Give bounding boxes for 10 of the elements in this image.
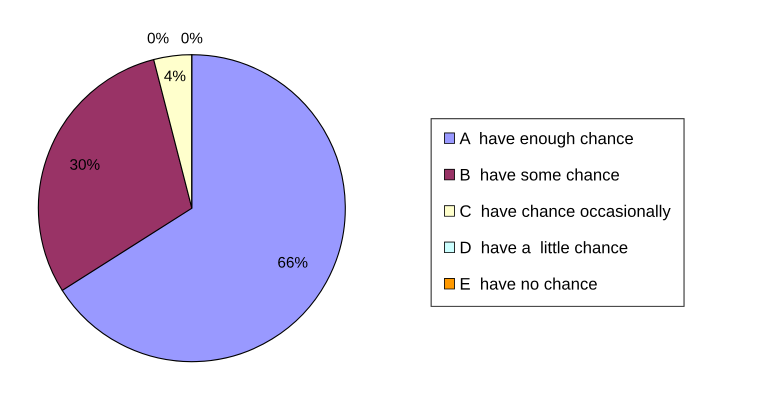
legend-label: D have a little chance [460, 241, 628, 254]
legend-label: E have no chance [460, 278, 597, 290]
data-label: 4% [164, 70, 186, 82]
legend-label: C have chance occasionally [460, 204, 671, 220]
legend-label: A have enough chance [460, 132, 633, 148]
data-label: 66% [278, 256, 308, 268]
data-label: 30% [70, 159, 100, 170]
text: 0% [181, 32, 202, 44]
legend-label: B have some chance [460, 168, 620, 181]
text: 0% [148, 32, 169, 44]
